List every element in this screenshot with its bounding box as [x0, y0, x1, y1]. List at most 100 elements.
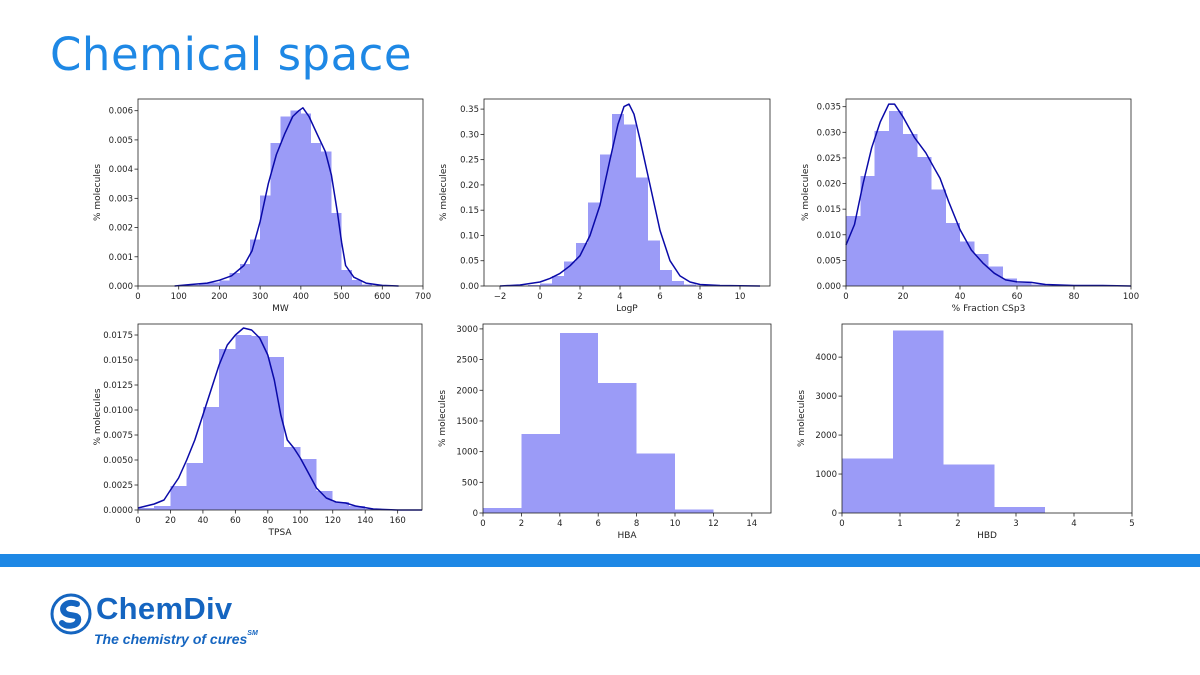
histogram-bar-fsp3-2 — [874, 130, 889, 286]
slide-title: Chemical space — [50, 28, 413, 81]
histogram-bar-mw-5 — [229, 272, 240, 286]
histogram-bar-tpsa-5 — [219, 349, 236, 510]
y-tick-label-hba: 1500 — [456, 417, 478, 427]
histogram-bar-fsp3-1 — [860, 175, 875, 286]
histogram-bar-tpsa-6 — [235, 335, 252, 510]
x-tick-label-tpsa: 160 — [390, 516, 406, 526]
chart-hbd: 0 1 2 3 4 5 0 1000 2000 3000 4000 HBD % molecules — [797, 323, 1135, 541]
x-tick-label-hba: 8 — [634, 519, 639, 529]
histogram-bar-logp-8 — [624, 124, 636, 286]
histogram-bar-tpsa-4 — [202, 407, 220, 510]
histogram-bar-tpsa-9 — [284, 447, 301, 510]
histogram-bar-fsp3-12 — [1017, 282, 1032, 286]
chart-logp: −2 0 2 4 6 8 10 0.00 0.05 0.10 0.15 0.20 0.25 0.30 0.3… — [439, 98, 771, 314]
x-tick-label-tpsa: 100 — [292, 516, 308, 526]
x-tick-label-hbd: 5 — [1129, 519, 1134, 529]
x-tick-label-fsp3: 20 — [898, 292, 909, 302]
histogram-bar-logp-13 — [684, 284, 696, 286]
x-tick-label-hbd: 4 — [1071, 519, 1076, 529]
histogram-bar-logp-4 — [576, 243, 588, 286]
x-tick-label-mw: 100 — [171, 292, 187, 302]
y-tick-label-logp: 0.20 — [460, 181, 479, 191]
plot-frame-tpsa — [137, 323, 423, 511]
x-tick-label-hbd: 2 — [955, 519, 960, 529]
histogram-bar-mw-15 — [331, 212, 342, 286]
y-tick-label-fsp3: 0.015 — [817, 205, 841, 215]
y-tick-label-tpsa: 0.0175 — [103, 331, 133, 341]
y-tick-label-hba: 500 — [462, 478, 478, 488]
x-tick-label-hbd: 3 — [1013, 519, 1018, 529]
y-tick-label-fsp3: 0.005 — [817, 256, 841, 266]
histogram-bar-logp-2 — [552, 275, 564, 286]
x-tick-label-hbd: 0 — [839, 519, 844, 529]
y-tick-label-mw: 0.004 — [109, 165, 133, 175]
x-tick-label-mw: 400 — [293, 292, 309, 302]
x-tick-label-tpsa: 0 — [135, 516, 140, 526]
histogram-bar-hba-2 — [559, 333, 599, 513]
histogram-bar-mw-10 — [280, 116, 291, 286]
x-tick-label-logp: 0 — [537, 292, 542, 302]
y-tick-label-logp: 0.00 — [460, 282, 479, 292]
x-axis-label-tpsa: TPSA — [268, 528, 293, 538]
x-tick-label-tpsa: 140 — [357, 516, 373, 526]
x-tick-label-mw: 700 — [415, 292, 431, 302]
histogram-bar-logp-11 — [660, 269, 672, 286]
histogram-bar-hbd-2 — [943, 464, 995, 513]
histogram-bar-tpsa-3 — [186, 463, 203, 510]
y-tick-label-mw: 0.005 — [109, 136, 133, 146]
y-tick-label-mw: 0.000 — [109, 282, 133, 292]
histogram-bar-fsp3-4 — [903, 133, 918, 286]
histogram-bar-fsp3-13 — [1031, 284, 1046, 286]
histogram-bar-mw-2 — [199, 283, 210, 286]
x-tick-label-hba: 10 — [670, 519, 681, 529]
y-tick-label-mw: 0.006 — [109, 107, 133, 117]
x-tick-label-hba: 6 — [595, 519, 600, 529]
histogram-bar-hbd-0 — [842, 458, 893, 513]
chemdiv-logo-icon — [50, 593, 92, 635]
histogram-bar-logp-0 — [528, 284, 540, 286]
histogram-bar-logp-6 — [600, 154, 612, 286]
y-tick-label-logp: 0.05 — [460, 257, 479, 267]
y-axis-label-fsp3: % molecules — [801, 164, 811, 221]
y-tick-label-logp: 0.25 — [460, 156, 479, 166]
y-tick-label-fsp3: 0.030 — [817, 128, 841, 138]
kde-curve-logp — [499, 103, 761, 287]
chart-fraction-csp3: 0 20 40 60 80 100 0.000 0.005 0.010 0.015 0.020 0.0… — [801, 98, 1139, 314]
x-tick-label-tpsa: 40 — [198, 516, 209, 526]
x-axis-label-hba: HBA — [617, 531, 637, 541]
y-tick-label-tpsa: 0.0050 — [103, 456, 133, 466]
y-tick-label-fsp3: 0.000 — [817, 282, 841, 292]
histogram-bar-logp-10 — [648, 240, 660, 286]
histogram-bar-mw-6 — [239, 264, 250, 286]
y-axis-label-mw: % molecules — [93, 164, 103, 221]
histogram-bar-logp-7 — [612, 114, 624, 286]
histogram-bar-fsp3-3 — [888, 110, 903, 286]
histogram-bar-mw-18 — [361, 284, 373, 286]
plot-frame-hba — [482, 323, 772, 514]
y-tick-label-hbd: 2000 — [815, 431, 837, 441]
chart-mw: 0 100 200 300 400 500 600 700 0.000 0.001 0.002 0.0… — [93, 98, 431, 314]
y-tick-label-fsp3: 0.025 — [817, 154, 841, 164]
plot-frame-hbd — [841, 323, 1133, 514]
histogram-bar-fsp3-8 — [960, 241, 975, 286]
y-axis-label-hbd: % molecules — [797, 390, 807, 447]
histogram-bar-hbd-1 — [892, 330, 944, 513]
histogram-bar-mw-1 — [188, 285, 200, 286]
kde-curve-mw — [174, 107, 399, 287]
x-tick-label-mw: 200 — [211, 292, 227, 302]
x-tick-label-hbd: 1 — [897, 519, 902, 529]
y-tick-label-tpsa: 0.0025 — [103, 481, 133, 491]
y-tick-label-hbd: 4000 — [815, 353, 837, 363]
y-tick-label-tpsa: 0.0000 — [103, 506, 133, 516]
histogram-bar-mw-7 — [249, 239, 261, 286]
histogram-bar-logp-1 — [540, 283, 552, 286]
histogram-bar-mw-13 — [311, 142, 322, 286]
chemdiv-logo[interactable]: ChemDiv The chemistry of curesSM — [48, 591, 308, 651]
logo-tagline: The chemistry of curesSM — [94, 630, 258, 647]
x-axis-label-hbd: HBD — [977, 531, 997, 541]
histogram-bar-tpsa-1 — [154, 506, 171, 510]
y-tick-label-hba: 1000 — [456, 448, 478, 458]
plot-frame-mw — [137, 98, 424, 287]
histogram-bar-tpsa-12 — [332, 502, 349, 510]
x-axis-label-mw: MW — [272, 304, 289, 314]
